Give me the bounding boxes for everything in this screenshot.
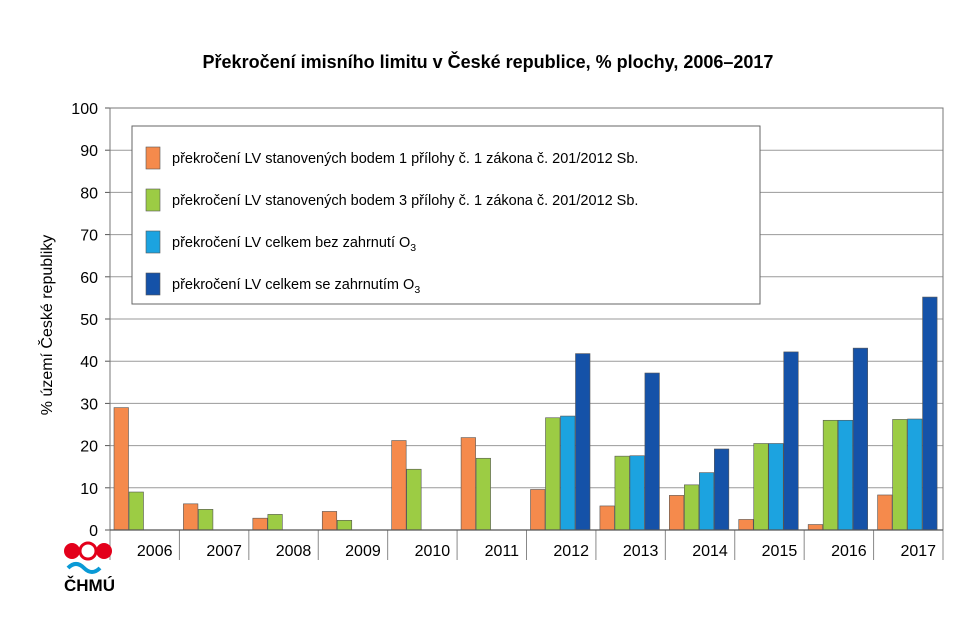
bar (599, 505, 615, 531)
bar (699, 472, 715, 531)
legend: překročení LV stanovených bodem 1 příloh… (131, 125, 761, 305)
bar (475, 457, 491, 531)
bar (391, 440, 407, 531)
x-tick-label: 2008 (276, 543, 312, 560)
bar (183, 503, 199, 531)
legend-label: překročení LV celkem bez zahrnutí O3 (172, 235, 416, 254)
y-tick-label: 60 (80, 270, 98, 287)
bar (714, 448, 730, 531)
bar (128, 491, 144, 531)
y-tick-label: 80 (80, 185, 98, 202)
bar (684, 484, 700, 531)
x-tick-label: 2014 (692, 543, 728, 560)
bar (614, 455, 630, 531)
bar (837, 419, 853, 531)
bar (753, 443, 769, 531)
legend-label-subscript: 3 (410, 242, 416, 254)
legend-swatch (145, 188, 161, 212)
chmu-logo-text: ČHMÚ (64, 576, 115, 595)
bar (545, 417, 561, 531)
legend-label: překročení LV stanovených bodem 3 příloh… (172, 193, 638, 209)
bar (783, 351, 799, 531)
x-tick-label: 2015 (762, 543, 798, 560)
axes (105, 107, 944, 560)
x-tick-label: 2006 (137, 543, 173, 560)
y-tick-label: 20 (80, 439, 98, 456)
bar (575, 353, 591, 531)
chart-title: Překročení imisního limitu v České repub… (202, 52, 774, 72)
y-tick-label: 90 (80, 143, 98, 160)
y-tick-labels: 0 10 20 30 40 50 60 70 80 90 100 (71, 101, 98, 540)
bar (877, 494, 893, 531)
bar (560, 415, 576, 531)
legend-label-text: překročení LV celkem se zahrnutím O (172, 277, 414, 293)
legend-label-text: překročení LV celkem bez zahrnutí O (172, 235, 410, 251)
bar (321, 511, 338, 531)
bar (738, 519, 754, 531)
x-tick-label: 2011 (485, 543, 520, 560)
legend-label: překročení LV celkem se zahrnutím O3 (172, 277, 420, 296)
bar (644, 372, 660, 531)
bar (267, 514, 283, 531)
bar (629, 455, 645, 531)
x-tick-label: 2009 (345, 543, 381, 560)
legend-label: překročení LV stanovených bodem 1 příloh… (172, 151, 638, 167)
bar (406, 468, 422, 531)
bar (336, 519, 353, 531)
x-tick-label: 2016 (831, 543, 867, 560)
legend-swatch (145, 230, 161, 254)
legend-label-text: překročení LV stanovených bodem 1 příloh… (172, 151, 638, 167)
bar (198, 509, 214, 531)
bar (669, 495, 685, 531)
bar (892, 419, 908, 531)
y-tick-label: 50 (80, 312, 98, 329)
x-tick-labels: 2006 2007 2008 2009 2010 2011 2012 2013 2014 2015… (137, 543, 936, 560)
chmu-logo-icon (64, 541, 112, 574)
bar (822, 419, 838, 531)
bar (768, 443, 784, 531)
x-tick-label: 2010 (415, 543, 451, 560)
y-axis-label: % území České republiky (37, 235, 56, 416)
bar (852, 347, 868, 531)
x-tick-label: 2012 (553, 543, 589, 560)
legend-swatch (145, 146, 161, 170)
y-tick-label: 70 (80, 228, 98, 245)
bar (252, 517, 268, 531)
legend-swatch (145, 272, 161, 296)
legend-label-subscript: 3 (414, 284, 420, 296)
x-tick-label: 2007 (206, 543, 242, 560)
legend-label-text: překročení LV stanovených bodem 3 příloh… (172, 193, 638, 209)
bars (113, 296, 938, 531)
legend-box (131, 125, 761, 305)
bar (530, 489, 546, 531)
bar (907, 418, 923, 531)
x-tick-label: 2013 (623, 543, 659, 560)
y-tick-label: 10 (80, 481, 98, 498)
x-tick-label: 2017 (900, 543, 936, 560)
y-tick-label: 40 (80, 354, 98, 371)
y-tick-label: 100 (71, 101, 98, 118)
bar (807, 524, 823, 531)
bar (113, 407, 129, 531)
bar (460, 437, 476, 531)
bar (922, 296, 938, 531)
y-tick-label: 30 (80, 396, 98, 413)
y-tick-label: 0 (89, 523, 98, 540)
